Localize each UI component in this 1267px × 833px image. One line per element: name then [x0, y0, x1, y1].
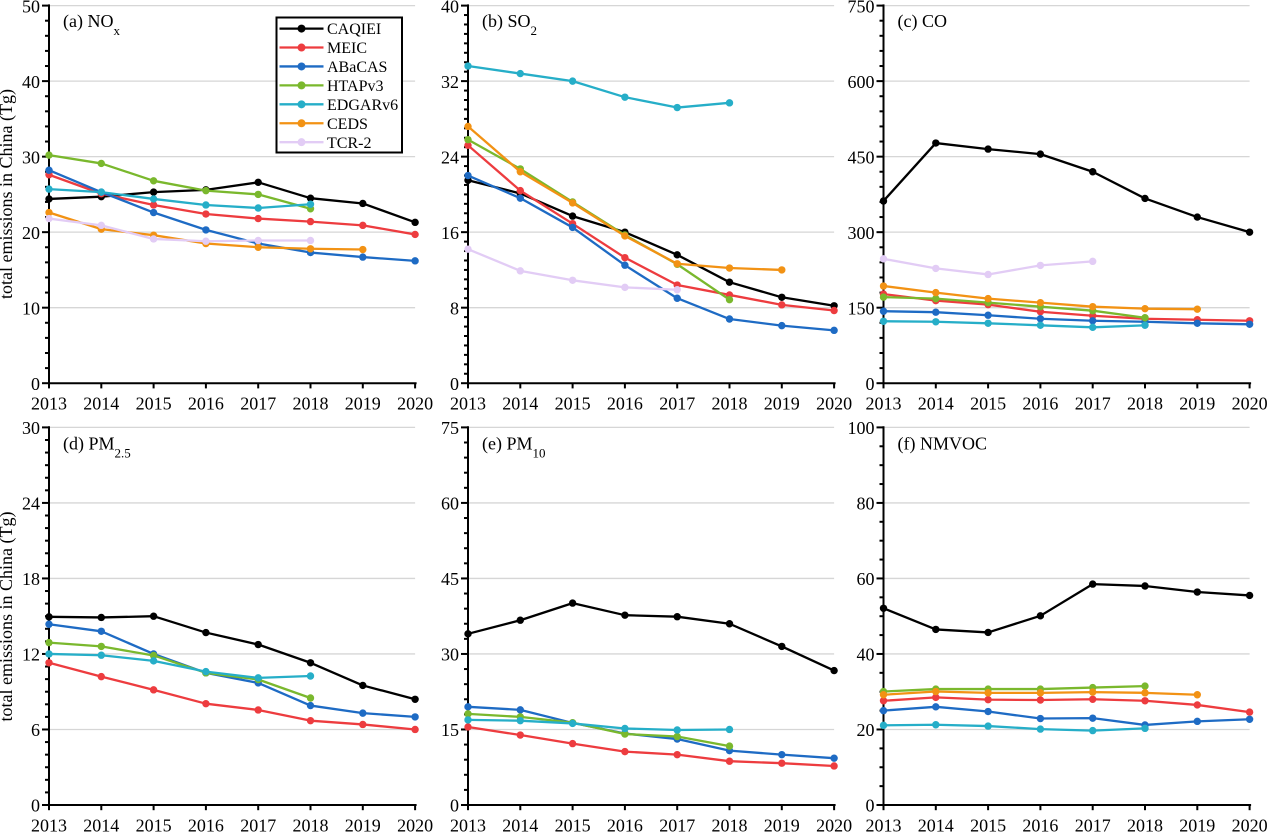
svg-text:2019: 2019	[1179, 394, 1215, 414]
svg-text:45: 45	[441, 569, 459, 589]
svg-text:16: 16	[441, 223, 459, 243]
svg-text:20: 20	[22, 223, 40, 243]
svg-text:TCR-2: TCR-2	[327, 135, 371, 152]
svg-text:2014: 2014	[83, 394, 119, 414]
svg-text:32: 32	[441, 72, 459, 92]
svg-text:0: 0	[450, 796, 459, 816]
svg-text:0: 0	[866, 796, 875, 816]
svg-text:300: 300	[848, 223, 875, 243]
svg-text:10: 10	[22, 298, 40, 318]
svg-text:2017: 2017	[240, 816, 276, 833]
svg-text:150: 150	[848, 298, 875, 318]
svg-text:2017: 2017	[240, 394, 276, 414]
svg-text:2015: 2015	[555, 394, 591, 414]
svg-text:2015: 2015	[970, 816, 1006, 833]
svg-text:2016: 2016	[607, 394, 643, 414]
svg-text:(f) NMVOC: (f) NMVOC	[898, 434, 988, 455]
svg-text:total emissions in China (Tg): total emissions in China (Tg)	[0, 89, 17, 299]
svg-text:2019: 2019	[345, 394, 381, 414]
svg-text:2020: 2020	[397, 394, 433, 414]
svg-text:2013: 2013	[31, 816, 67, 833]
svg-text:(c) CO: (c) CO	[898, 11, 947, 32]
svg-text:15: 15	[441, 720, 459, 740]
svg-text:30: 30	[441, 645, 459, 665]
svg-text:6: 6	[31, 720, 40, 740]
svg-text:2019: 2019	[345, 816, 381, 833]
svg-text:2015: 2015	[136, 394, 172, 414]
svg-text:2014: 2014	[502, 394, 538, 414]
svg-text:EDGARv6: EDGARv6	[327, 97, 398, 114]
svg-text:24: 24	[441, 147, 459, 167]
svg-text:2015: 2015	[970, 394, 1006, 414]
svg-text:ABaCAS: ABaCAS	[327, 59, 387, 76]
svg-text:2013: 2013	[866, 816, 902, 833]
svg-text:20: 20	[857, 720, 875, 740]
svg-text:HTAPv3: HTAPv3	[327, 78, 384, 95]
svg-text:MEIC: MEIC	[327, 40, 367, 57]
svg-text:2020: 2020	[1232, 816, 1267, 833]
svg-text:0: 0	[450, 374, 459, 394]
svg-text:2017: 2017	[659, 394, 695, 414]
svg-text:2017: 2017	[1075, 816, 1111, 833]
svg-text:0: 0	[866, 374, 875, 394]
svg-text:2020: 2020	[1232, 394, 1267, 414]
svg-text:80: 80	[857, 494, 875, 514]
svg-text:(a) NOx: (a) NOx	[63, 11, 120, 38]
svg-text:2016: 2016	[607, 816, 643, 833]
svg-text:18: 18	[22, 569, 40, 589]
svg-text:50: 50	[22, 0, 40, 16]
svg-text:2019: 2019	[1179, 816, 1215, 833]
svg-text:600: 600	[848, 72, 875, 92]
svg-text:2014: 2014	[83, 816, 119, 833]
svg-text:2018: 2018	[1127, 394, 1163, 414]
svg-text:2013: 2013	[31, 394, 67, 414]
svg-text:40: 40	[857, 645, 875, 665]
svg-text:2020: 2020	[397, 816, 433, 833]
svg-text:0: 0	[31, 796, 40, 816]
svg-text:2013: 2013	[866, 394, 902, 414]
svg-text:2018: 2018	[1127, 816, 1163, 833]
svg-text:2019: 2019	[764, 816, 800, 833]
svg-text:40: 40	[441, 0, 459, 16]
svg-text:60: 60	[441, 494, 459, 514]
svg-text:2018: 2018	[712, 394, 748, 414]
svg-text:75: 75	[441, 418, 459, 438]
svg-text:30: 30	[22, 147, 40, 167]
svg-text:2013: 2013	[450, 394, 486, 414]
svg-text:40: 40	[22, 72, 40, 92]
svg-text:2016: 2016	[1022, 394, 1058, 414]
svg-text:2014: 2014	[502, 816, 538, 833]
svg-text:450: 450	[848, 147, 875, 167]
svg-text:2017: 2017	[1075, 394, 1111, 414]
svg-text:CEDS: CEDS	[327, 116, 368, 133]
svg-text:2013: 2013	[450, 816, 486, 833]
svg-text:2016: 2016	[1022, 816, 1058, 833]
svg-text:total emissions in China (Tg): total emissions in China (Tg)	[0, 512, 17, 722]
svg-text:100: 100	[848, 418, 875, 438]
svg-text:2015: 2015	[555, 816, 591, 833]
svg-text:0: 0	[31, 374, 40, 394]
svg-text:(b) SO2: (b) SO2	[482, 11, 537, 38]
svg-text:750: 750	[848, 0, 875, 16]
svg-text:8: 8	[450, 298, 459, 318]
svg-text:24: 24	[22, 494, 40, 514]
svg-text:2019: 2019	[764, 394, 800, 414]
svg-text:2018: 2018	[293, 816, 329, 833]
svg-text:(e) PM10: (e) PM10	[482, 434, 546, 461]
svg-text:2017: 2017	[659, 816, 695, 833]
svg-text:2018: 2018	[293, 394, 329, 414]
svg-text:2020: 2020	[816, 394, 852, 414]
svg-text:2020: 2020	[816, 816, 852, 833]
svg-text:CAQIEI: CAQIEI	[327, 21, 381, 38]
svg-text:2016: 2016	[188, 394, 224, 414]
svg-text:2014: 2014	[918, 394, 954, 414]
svg-text:(d) PM2.5: (d) PM2.5	[63, 434, 131, 461]
svg-text:2018: 2018	[712, 816, 748, 833]
svg-text:60: 60	[857, 569, 875, 589]
svg-text:30: 30	[22, 418, 40, 438]
svg-text:12: 12	[22, 645, 40, 665]
svg-text:2014: 2014	[918, 816, 954, 833]
svg-text:2015: 2015	[136, 816, 172, 833]
svg-text:2016: 2016	[188, 816, 224, 833]
